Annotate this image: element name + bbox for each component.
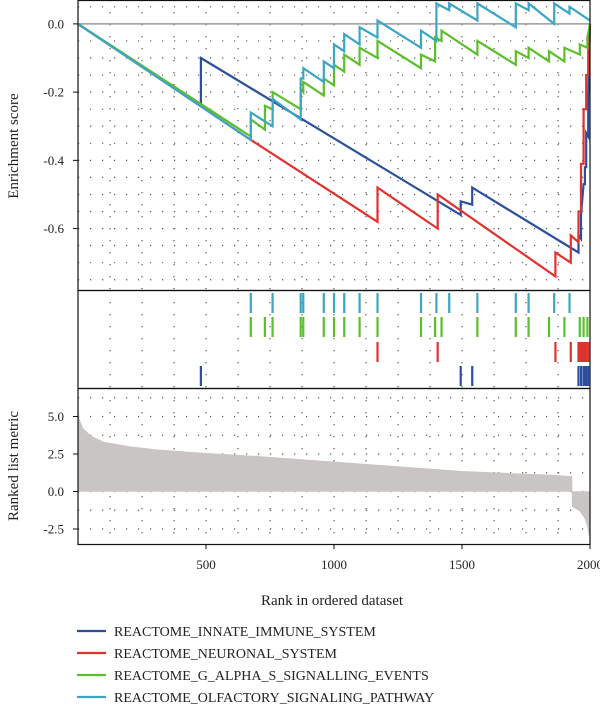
grid-layer	[78, 0, 590, 544]
metric-y-tick-label: -2.5	[43, 522, 64, 537]
enrichment-y-label: Enrichment score	[6, 93, 22, 199]
axes: Enrichment score Ranked list metric Rank…	[6, 16, 600, 609]
metric-y-tick-label: 0.0	[48, 484, 64, 499]
enrichment-y-tick-label: -0.4	[43, 153, 64, 168]
enrichment-y-tick-label: -0.6	[43, 221, 64, 236]
legend-label: REACTOME_OLFACTORY_SIGNALING_PATHWAY	[114, 691, 434, 706]
metric-y-tick-label: 2.5	[48, 447, 64, 462]
metric-y-label: Ranked list metric	[6, 411, 22, 521]
legend-label: REACTOME_INNATE_IMMUNE_SYSTEM	[114, 625, 376, 640]
legend-label: REACTOME_NEURONAL_SYSTEM	[114, 647, 338, 662]
hit-marks	[199, 293, 590, 386]
ranked-metric-fill	[77, 408, 591, 539]
legend-label: REACTOME_G_ALPHA_S_SIGNALLING_EVENTS	[114, 669, 429, 684]
es-line-reactome-olfactory-signaling-pathway	[77, 1, 591, 142]
x-tick-label: 500	[196, 557, 216, 572]
x-axis-label: Rank in ordered dataset	[261, 593, 404, 609]
es-line-reactome-innate-immune-system	[77, 22, 592, 255]
enrichment-y-tick-label: 0.0	[48, 16, 64, 31]
metric-y-tick-label: 5.0	[48, 409, 64, 424]
ranked-metric-area	[77, 408, 591, 539]
enrichment-lines	[77, 1, 592, 279]
es-line-reactome-g-alpha-s-signalling-events	[77, 22, 592, 139]
x-tick-label: 1500	[449, 557, 475, 572]
legend: REACTOME_INNATE_IMMUNE_SYSTEM REACTOME_NE…	[77, 625, 434, 706]
enrichment-y-tick-label: -0.2	[43, 85, 64, 100]
x-tick-label: 1000	[321, 557, 347, 572]
x-tick-label: 2000	[577, 557, 600, 572]
es-line-reactome-neuronal-system	[77, 22, 592, 279]
